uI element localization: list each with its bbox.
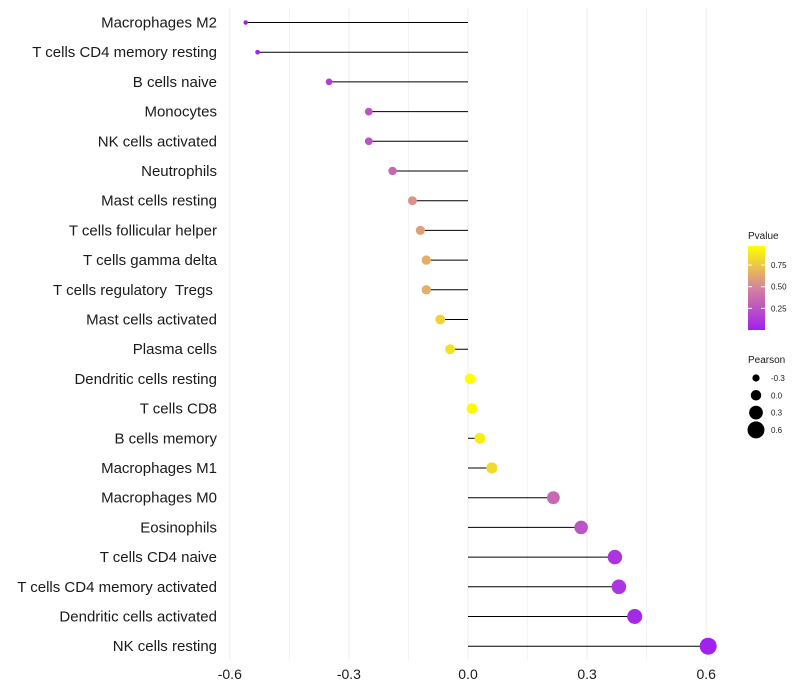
category-label: B cells naive — [133, 74, 217, 91]
colorbar-tick-label: 0.75 — [771, 261, 787, 270]
category-label: T cells CD8 — [140, 401, 217, 418]
colorbar-tick-label: 0.50 — [771, 283, 787, 292]
point-12 — [464, 373, 476, 385]
legend-colorbar-ticks: 0.25 0.50 0.75 — [748, 261, 787, 313]
point-1 — [255, 49, 260, 55]
point-10 — [435, 314, 446, 325]
point-21 — [699, 637, 717, 655]
y-axis-labels: Macrophages M2 T cells CD4 memory resting… — [17, 15, 217, 656]
point-2 — [325, 78, 333, 86]
category-label: Macrophages M2 — [101, 15, 217, 32]
category-label: NK cells resting — [113, 638, 217, 655]
legend-size-items: -0.3 0.0 0.3 0.6 — [747, 374, 785, 439]
gridlines — [229, 8, 707, 660]
point-14 — [474, 432, 486, 444]
category-label: Macrophages M1 — [101, 460, 217, 477]
size-legend-label: -0.3 — [771, 374, 785, 383]
point-16 — [546, 491, 560, 505]
size-legend-dot — [752, 374, 760, 382]
point-15 — [486, 462, 498, 474]
colorbar-tick-label: 0.25 — [771, 304, 787, 313]
category-label: NK cells activated — [98, 133, 217, 150]
point-0 — [243, 20, 248, 25]
legend-pvalue-title: Pvalue — [748, 231, 779, 242]
point-20 — [627, 608, 643, 625]
point-8 — [421, 255, 431, 265]
category-label: B cells memory — [114, 430, 217, 447]
point-3 — [364, 107, 373, 116]
point-6 — [407, 196, 417, 206]
category-label: Plasma cells — [133, 341, 217, 358]
category-label: T cells CD4 memory resting — [32, 44, 217, 61]
size-legend-dot — [749, 405, 763, 420]
point-9 — [421, 285, 431, 295]
size-legend-label: 0.3 — [771, 409, 783, 418]
category-label: Dendritic cells resting — [74, 371, 217, 388]
point-7 — [415, 225, 425, 235]
point-4 — [364, 137, 373, 146]
x-tick-label: -0.3 — [337, 666, 361, 682]
category-label: Macrophages M0 — [101, 490, 217, 507]
size-legend-dot — [747, 421, 765, 439]
category-label: Monocytes — [144, 104, 217, 121]
x-tick-label: -0.6 — [218, 666, 242, 682]
point-5 — [388, 166, 397, 176]
point-19 — [611, 579, 627, 595]
point-13 — [466, 403, 478, 414]
legend: Pvalue 0.25 0.50 0.75 Pearson -0.3 0.0 0.3 0.… — [747, 231, 787, 439]
x-axis-ticks: -0.6 -0.3 0.0 0.3 0.6 — [218, 666, 716, 682]
category-label: T cells CD4 naive — [100, 549, 217, 566]
points — [243, 20, 717, 655]
category-label: T cells CD4 memory activated — [17, 579, 217, 596]
category-label: Dendritic cells activated — [59, 609, 217, 626]
point-17 — [574, 520, 588, 535]
size-legend-dot — [750, 390, 762, 401]
category-label: T cells gamma delta — [83, 252, 218, 269]
legend-pearson-title: Pearson — [748, 355, 785, 366]
x-tick-label: 0.6 — [696, 666, 716, 682]
legend-colorbar — [748, 246, 765, 330]
category-label: Mast cells resting — [101, 193, 217, 210]
category-label: Neutrophils — [141, 163, 217, 180]
x-tick-label: 0.0 — [458, 666, 478, 682]
category-label: T cells follicular helper — [69, 222, 217, 239]
point-11 — [445, 344, 456, 355]
category-label: Eosinophils — [140, 519, 217, 536]
stems — [245, 22, 709, 647]
x-tick-label: 0.3 — [577, 666, 597, 682]
size-legend-label: 0.6 — [771, 426, 783, 435]
category-label: T cells regulatory Tregs — [53, 282, 217, 299]
point-18 — [607, 549, 623, 565]
size-legend-label: 0.0 — [771, 391, 783, 400]
category-label: Mast cells activated — [86, 312, 217, 329]
